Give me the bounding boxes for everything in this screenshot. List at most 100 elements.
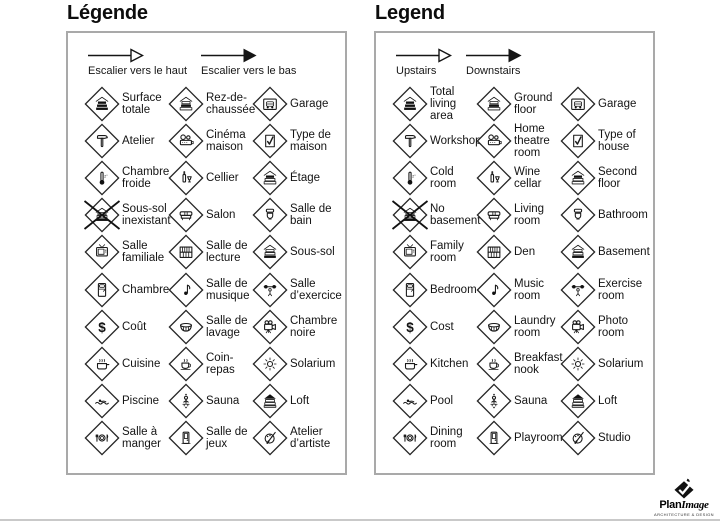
legend-item: Solarium: [560, 346, 644, 382]
projector-icon: [476, 123, 512, 159]
legend-item-label: Music room: [514, 277, 545, 302]
legend-item: Sous-sol: [252, 234, 336, 270]
legend-item: Sauna: [476, 383, 560, 419]
legend-item: Bathroom: [560, 197, 648, 233]
downstairs-arrow-group: Downstairs: [466, 48, 522, 81]
bookshelf-icon: [168, 234, 204, 270]
legend-item: Garage: [560, 86, 644, 122]
floors-icon: [84, 86, 120, 122]
legend-item-label: Type de maison: [290, 128, 331, 153]
cup-icon: [476, 346, 512, 382]
basement-icon: [560, 234, 596, 270]
legend-item: Sauna: [168, 383, 252, 419]
legend-item: Music room: [476, 272, 560, 308]
up-arrow-icon: [396, 48, 452, 63]
legend-item-label: Exercise room: [598, 277, 643, 302]
legend-item-label: Salle de lavage: [206, 314, 248, 339]
legend-item-label: Cuisine: [122, 357, 161, 370]
door-icon: [476, 420, 512, 456]
legend-title-fr: Légende: [67, 2, 148, 24]
legend-item-label: Cold room: [430, 165, 457, 190]
loft-icon: [560, 383, 596, 419]
legend-item-label: Wine cellar: [514, 165, 542, 190]
legend-item: Salle familiale: [84, 234, 168, 270]
thermometer-icon: [392, 160, 428, 196]
legend-item-label: Atelier: [122, 134, 155, 147]
down-arrow-icon: [466, 48, 522, 63]
legend-item-label: Pool: [430, 395, 454, 408]
legend-item-label: Home theatre room: [514, 122, 550, 159]
legend-item-label: Type of house: [598, 128, 636, 153]
bookshelf-icon: [476, 234, 512, 270]
legend-item: Type de maison: [252, 123, 336, 159]
legend-item-label: Surface totale: [122, 91, 162, 116]
hammer-icon: [84, 123, 120, 159]
floors-icon: [392, 86, 428, 122]
swimmer-icon: [84, 383, 120, 419]
tv-icon: [392, 234, 428, 270]
legend-item: Den: [476, 234, 560, 270]
legend-item: Solarium: [252, 346, 336, 382]
legend-item: Dining room: [392, 420, 476, 456]
thermometer-icon: [84, 160, 120, 196]
toilet-icon: [560, 197, 596, 233]
legend-item-label: Chambre noire: [290, 314, 338, 339]
music-note-icon: [476, 272, 512, 308]
legend-item-label: Bedroom: [430, 283, 477, 296]
legend-item-label: Cellier: [206, 171, 239, 184]
legend-item: Laundry room: [476, 309, 560, 345]
up-arrow-icon: [88, 48, 144, 63]
legend-item-label: Sauna: [206, 395, 240, 408]
legend-item: Coût: [84, 309, 168, 345]
legend-item: Salon: [168, 197, 252, 233]
dumbbell-icon: [560, 272, 596, 308]
pot-icon: [392, 346, 428, 382]
legend-item-label: Kitchen: [430, 357, 469, 370]
palette-icon: [252, 420, 288, 456]
tv-icon: [84, 234, 120, 270]
legend-item-label: Coût: [122, 320, 147, 333]
no-basement-icon: [391, 197, 429, 233]
checklist-icon: [560, 123, 596, 159]
legend-item-label: Loft: [598, 395, 618, 408]
legend-item: Salle de musique: [168, 272, 252, 308]
camera-icon: [252, 309, 288, 345]
legend-item: Piscine: [84, 383, 168, 419]
legend-item-label: Salle d’exercice: [290, 277, 342, 302]
legend-item: Total living area: [392, 86, 476, 122]
upstairs-arrow-group: Upstairs: [396, 48, 452, 81]
legend-item-label: Ground floor: [514, 91, 553, 116]
stairs-arrow-row: Upstairs Downstairs: [376, 33, 653, 81]
legend-item-label: Dining room: [430, 426, 463, 451]
legend-item: Living room: [476, 197, 560, 233]
palette-icon: [560, 420, 596, 456]
legend-item-label: Family room: [430, 240, 464, 265]
planimage-logo: PlanImage ARCHITECTURE & DESIGN: [652, 478, 716, 517]
legend-item: Cellier: [168, 160, 252, 196]
planimage-logo-icon: [674, 478, 694, 499]
laundry-icon: [476, 309, 512, 345]
sun-icon: [560, 346, 596, 382]
legend-item-label: Laundry room: [514, 314, 556, 339]
garage-icon: [560, 86, 596, 122]
legend-item: Rez-de-chaussée: [168, 86, 255, 122]
downstairs-arrow-group: Escalier vers le bas: [201, 48, 296, 81]
legend-item: Breakfast nook: [476, 346, 563, 382]
legend-item-label: Chambre froide: [122, 165, 170, 190]
legend-item: Exercise room: [560, 272, 644, 308]
legend-item: Cinéma maison: [168, 123, 252, 159]
checklist-icon: [252, 123, 288, 159]
legend-item-label: Breakfast nook: [514, 351, 563, 376]
legend-item: Salle d’exercice: [252, 272, 342, 308]
legend-panel-en: Upstairs Downstairs Total living area: [374, 31, 655, 475]
planimage-logo-text: PlanImage: [659, 499, 709, 511]
planimage-logo-tagline: ARCHITECTURE & DESIGN: [654, 512, 714, 517]
sauna-icon: [476, 383, 512, 419]
dumbbell-icon: [252, 272, 288, 308]
legend-item: Chambre noire: [252, 309, 338, 345]
legend-item: Cold room: [392, 160, 476, 196]
legend-item-label: Salle de musique: [206, 277, 250, 302]
stairs-arrow-row: Escalier vers le haut Escalier vers le b…: [68, 33, 345, 81]
legend-item: Photo room: [560, 309, 644, 345]
legend-item-label: Photo room: [598, 314, 629, 339]
